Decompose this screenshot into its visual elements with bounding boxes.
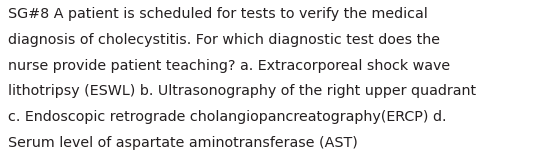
Text: diagnosis of cholecystitis. For which diagnostic test does the: diagnosis of cholecystitis. For which di… [8,33,440,47]
Text: lithotripsy (ESWL) b. Ultrasonography of the right upper quadrant: lithotripsy (ESWL) b. Ultrasonography of… [8,84,476,98]
Text: nurse provide patient teaching? a. Extracorporeal shock wave: nurse provide patient teaching? a. Extra… [8,59,450,73]
Text: SG#8 A patient is scheduled for tests to verify the medical: SG#8 A patient is scheduled for tests to… [8,7,428,21]
Text: c. Endoscopic retrograde cholangiopancreatography(ERCP) d.: c. Endoscopic retrograde cholangiopancre… [8,110,446,124]
Text: Serum level of aspartate aminotransferase (AST): Serum level of aspartate aminotransferas… [8,136,358,150]
